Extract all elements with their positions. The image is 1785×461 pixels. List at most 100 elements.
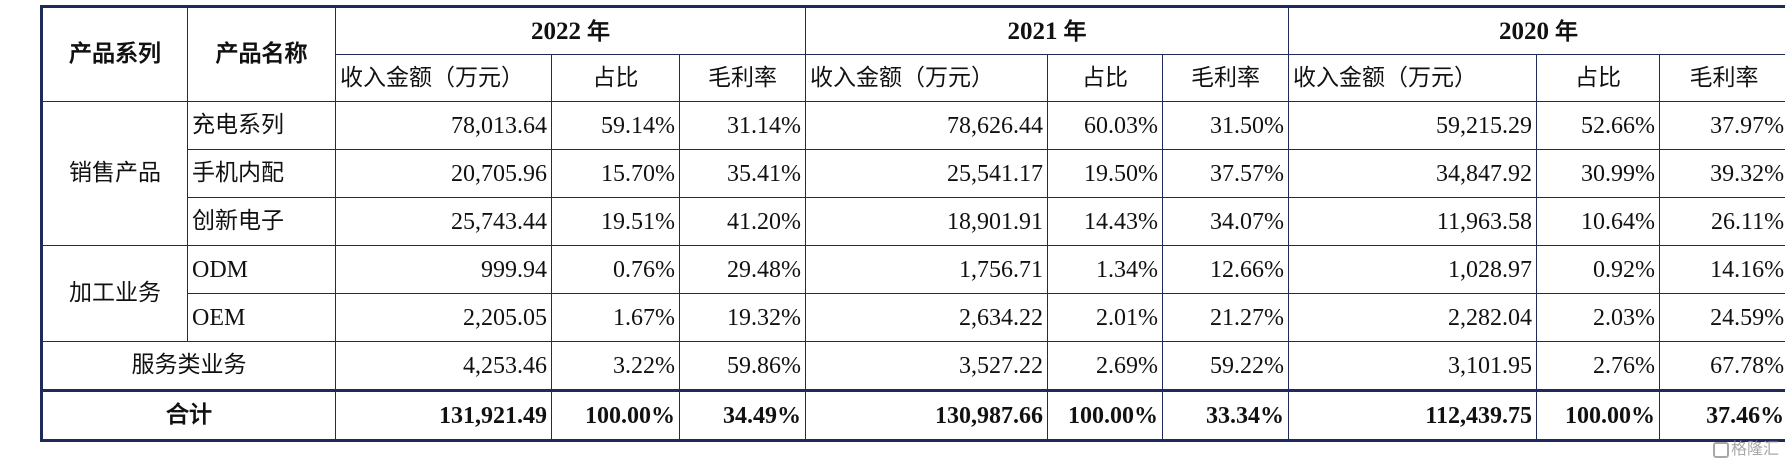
product-name: 充电系列 <box>187 101 336 150</box>
cell-ratio-2020: 2.76% <box>1536 341 1661 391</box>
cell-ratio-2021: 2.69% <box>1047 341 1164 391</box>
cell-ratio-2022: 19.51% <box>551 197 680 246</box>
header-row-metrics: 收入金额（万元） 占比 毛利率 收入金额（万元） 占比 毛利率 收入金额（万元）… <box>42 54 1785 102</box>
cell-margin-2021: 59.22% <box>1162 341 1290 391</box>
product-name: 手机内配 <box>187 149 336 198</box>
table-row: 加工业务 ODM 999.94 0.76% 29.48% 1,756.71 1.… <box>41 245 1785 342</box>
cell-margin-2022: 29.48% <box>678 245 807 294</box>
cell-margin-2022: 35.41% <box>678 149 807 198</box>
watermark-logo-icon <box>1712 441 1729 458</box>
cell-margin-2021: 34.07% <box>1162 197 1290 246</box>
header-margin: 毛利率 <box>678 54 807 102</box>
cell-margin-2020: 67.78% <box>1659 341 1785 391</box>
cell-amount-2021: 3,527.22 <box>805 341 1049 391</box>
year-label: 2022 <box>531 17 581 45</box>
total-margin-2022: 34.49% <box>678 389 807 441</box>
cell-ratio-2022: 59.14% <box>551 101 680 150</box>
cell-margin-2020: 26.11% <box>1659 197 1785 246</box>
total-margin-2020: 37.46% <box>1659 389 1785 441</box>
cell-margin-2021: 37.57% <box>1162 149 1290 198</box>
header-amount: 收入金额（万元） <box>805 54 1049 102</box>
group-sales-products: 销售产品 <box>41 101 188 246</box>
total-amount-2021: 130,987.66 <box>805 389 1049 441</box>
cell-amount-2022: 4,253.46 <box>335 341 552 391</box>
service-business: 服务类业务 <box>41 341 336 391</box>
watermark: 格隆汇 <box>1712 435 1779 459</box>
cell-ratio-2021: 60.03% <box>1047 101 1164 150</box>
total-ratio-2022: 100.00% <box>551 389 680 441</box>
cell-ratio-2022: 1.67% <box>551 293 680 342</box>
cell-margin-2022: 59.86% <box>678 341 807 391</box>
cell-ratio-2021: 1.34% <box>1047 245 1164 294</box>
cell-margin-2020: 14.16% <box>1659 245 1785 294</box>
header-product-name: 产品名称 <box>187 6 336 102</box>
product-name: ODM <box>187 245 336 294</box>
product-name: 创新电子 <box>187 197 336 246</box>
total-ratio-2021: 100.00% <box>1047 389 1164 441</box>
revenue-table: 产品系列 产品名称 2022 年 2021 年 2020 年 收入金额（万元） … <box>40 5 1785 442</box>
cell-amount-2021: 78,626.44 <box>805 101 1049 150</box>
table-row: 服务类业务 4,253.46 3.22% 59.86% 3,527.22 2.6… <box>41 341 1785 391</box>
product-name: OEM <box>187 293 336 342</box>
cell-margin-2022: 31.14% <box>678 101 807 150</box>
cell-margin-2021: 31.50% <box>1162 101 1290 150</box>
cell-amount-2021: 2,634.22 <box>805 293 1049 342</box>
cell-margin-2020: 24.59% <box>1659 293 1785 342</box>
cell-amount-2022: 25,743.44 <box>335 197 552 246</box>
year-unit: 年 <box>1063 18 1087 45</box>
table-row: 销售产品 充电系列 78,013.64 59.14% 31.14% 78,626… <box>41 101 1785 246</box>
year-label: 2020 <box>1499 17 1550 45</box>
cell-margin-2021: 21.27% <box>1162 293 1290 342</box>
cell-ratio-2020: 52.66% <box>1536 101 1661 150</box>
cell-ratio-2021: 14.43% <box>1047 197 1164 246</box>
cell-amount-2022: 999.94 <box>335 245 552 294</box>
group-processing-business: 加工业务 <box>41 245 188 342</box>
header-year-2020: 2020 年 <box>1288 6 1785 55</box>
table-row: OEM 2,205.05 1.67% 19.32% 2,634.22 2.01%… <box>42 293 1785 342</box>
cell-amount-2020: 34,847.92 <box>1288 149 1538 198</box>
cell-ratio-2020: 2.03% <box>1536 293 1661 342</box>
cell-amount-2022: 2,205.05 <box>335 293 552 342</box>
cell-ratio-2021: 19.50% <box>1047 149 1164 198</box>
cell-amount-2022: 78,013.64 <box>335 101 552 150</box>
header-ratio: 占比 <box>1047 54 1164 102</box>
header-year-2021: 2021 年 <box>805 6 1290 55</box>
cell-margin-2020: 39.32% <box>1659 149 1785 198</box>
cell-amount-2022: 20,705.96 <box>335 149 552 198</box>
header-amount: 收入金额（万元） <box>1288 54 1538 102</box>
cell-ratio-2022: 15.70% <box>551 149 680 198</box>
cell-ratio-2022: 3.22% <box>551 341 680 391</box>
cell-ratio-2020: 10.64% <box>1536 197 1661 246</box>
header-margin: 毛利率 <box>1659 54 1785 102</box>
cell-amount-2020: 2,282.04 <box>1288 293 1538 342</box>
cell-ratio-2020: 0.92% <box>1536 245 1661 294</box>
cell-margin-2022: 19.32% <box>678 293 807 342</box>
table-row: 创新电子 25,743.44 19.51% 41.20% 18,901.91 1… <box>42 197 1785 246</box>
cell-margin-2020: 37.97% <box>1659 101 1785 150</box>
header-margin: 毛利率 <box>1162 54 1290 102</box>
header-year-2022: 2022 年 <box>334 6 807 55</box>
cell-amount-2021: 18,901.91 <box>805 197 1049 246</box>
cell-ratio-2020: 30.99% <box>1536 149 1661 198</box>
table-row: 手机内配 20,705.96 15.70% 35.41% 25,541.17 1… <box>42 149 1785 198</box>
total-row: 合计 131,921.49 100.00% 34.49% 130,987.66 … <box>41 389 1785 441</box>
cell-amount-2021: 1,756.71 <box>805 245 1049 294</box>
cell-margin-2021: 12.66% <box>1162 245 1290 294</box>
total-margin-2021: 33.34% <box>1162 389 1290 441</box>
header-ratio: 占比 <box>551 54 680 102</box>
header-product-series: 产品系列 <box>41 6 188 102</box>
cell-amount-2020: 59,215.29 <box>1288 101 1538 150</box>
year-label: 2021 <box>1007 17 1058 45</box>
year-unit: 年 <box>587 18 610 45</box>
total-ratio-2020: 100.00% <box>1536 389 1661 441</box>
cell-amount-2020: 1,028.97 <box>1288 245 1538 294</box>
cell-ratio-2022: 0.76% <box>551 245 680 294</box>
cell-ratio-2021: 2.01% <box>1047 293 1164 342</box>
year-unit: 年 <box>1555 18 1579 45</box>
total-amount-2022: 131,921.49 <box>335 389 552 441</box>
cell-amount-2020: 3,101.95 <box>1288 341 1538 391</box>
total-label: 合计 <box>41 389 336 441</box>
watermark-text: 格隆汇 <box>1730 439 1779 458</box>
cell-amount-2021: 25,541.17 <box>805 149 1049 198</box>
cell-amount-2020: 11,963.58 <box>1288 197 1538 246</box>
